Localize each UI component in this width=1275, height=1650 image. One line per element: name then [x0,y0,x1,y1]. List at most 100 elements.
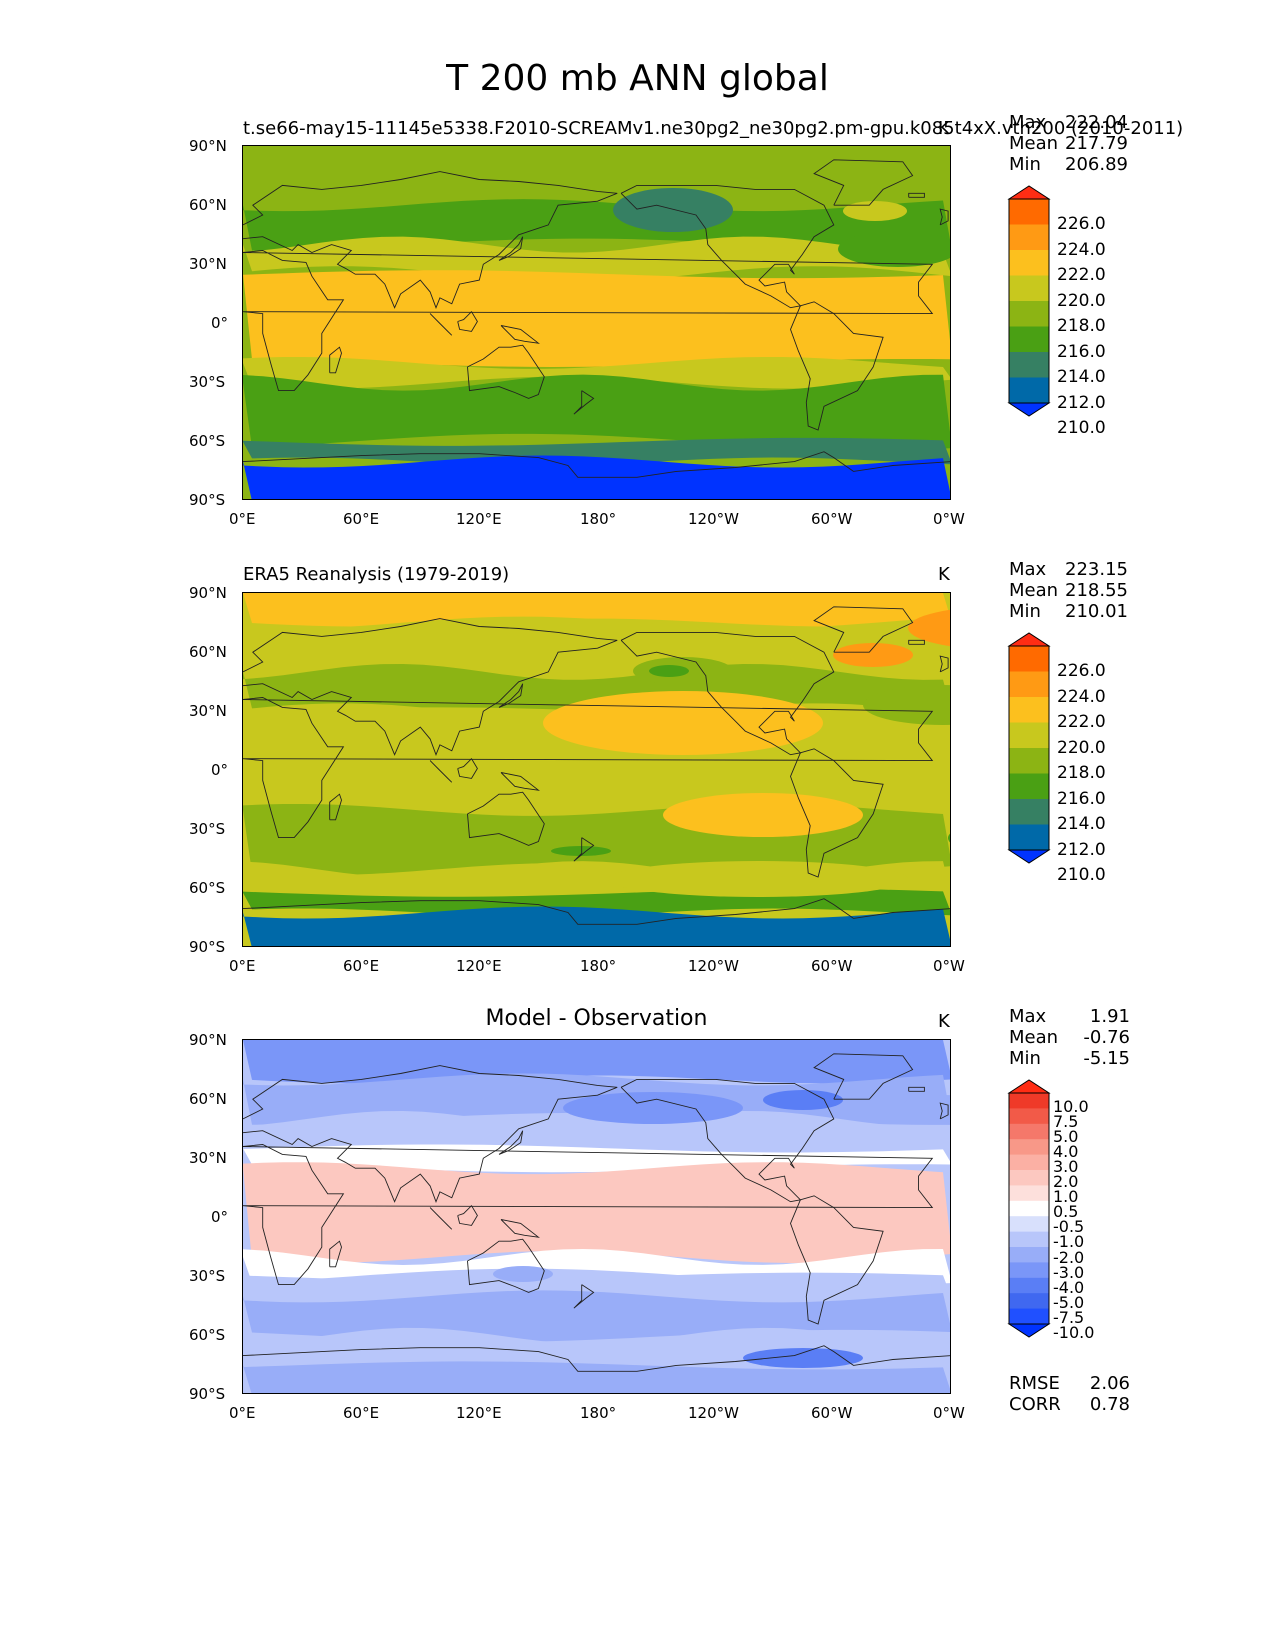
coastline-segment [790,1195,884,1325]
colorbar-segment [1009,1262,1049,1279]
p3-ytick-0: 0° [211,1208,229,1226]
p2-min-value: 210.01 [1065,601,1128,622]
panel3-coastlines [243,1053,950,1372]
panel1-field [243,146,950,499]
panel3-blob-siberia [563,1092,743,1124]
colorbar-segment [1009,1154,1049,1171]
p3-ytick-30n: 30°N [189,1149,227,1167]
panel2-blob-southern-ring [608,861,908,897]
colorbar-extend-max [1007,1079,1051,1094]
panel2-blob-arctic [908,609,950,647]
p3-cb-label: 5.0 [1053,1127,1079,1147]
p3-xtick-0w: 0°W [933,1404,965,1422]
panel1-band-5 [243,374,950,450]
colorbar-segment [1009,326,1049,353]
panel2-blob-south-indian [551,846,611,856]
p3-cb-label: -4.0 [1053,1277,1085,1297]
colorbar-frame [1008,1092,1050,1325]
p2-cb-label-226: 226.0 [1057,661,1106,681]
p2-xtick-0w: 0°W [933,957,965,975]
colorbar-frame [1008,645,1050,851]
p3-xtick-120e: 120°E [456,1404,502,1422]
coastline-segment [813,1053,914,1100]
panel1-blob-bering [843,201,907,221]
p3-cb-label: -1.0 [1053,1232,1085,1252]
p3-cb-label: -7.5 [1053,1307,1085,1327]
panel1-units: K [938,118,950,139]
p3-ytick-60s: 60°S [189,1326,226,1344]
p2-xtick-120e: 120°E [456,957,502,975]
panel1-blob-pacific [838,231,950,267]
coastline-segment [467,791,545,846]
colorbar-segment [1009,1293,1049,1310]
p1-cb-label-222: 222.0 [1057,265,1106,285]
panel3-units: K [938,1011,950,1032]
panel1-band-0 [243,146,950,210]
coastline-segment [329,793,342,821]
colorbar-segment [1009,1308,1049,1325]
p3-cb-label: 0.5 [1053,1202,1079,1222]
panel2-blob-tropical [543,691,823,755]
panel3-band-0 [243,1040,950,1084]
p2-cb-label-224: 224.0 [1057,687,1106,707]
panel1-blob-siberia [613,188,733,232]
colorbar-segment [1009,748,1049,774]
coastline-segment [243,1086,618,1203]
panel1-band-4 [243,356,950,389]
p1-cb-label-212: 212.0 [1057,393,1106,413]
coastline-segment [573,1284,595,1309]
coastline-segment [329,346,342,374]
p3-ytick-90s: 90°S [189,1385,226,1403]
p1-cb-label-220: 220.0 [1057,291,1106,311]
panel1-map [242,145,951,500]
panel2-title: ERA5 Reanalysis (1979-2019) [243,564,510,585]
coastline-segment [498,683,524,708]
colorbar-segment [1009,1277,1049,1294]
p3-xtick-180: 180° [580,1404,617,1422]
panel3-band-9 [243,1361,950,1393]
coastline-segment [243,697,934,839]
p3-cb-label: 2.0 [1053,1172,1079,1192]
p3-cb-label: 3.0 [1053,1157,1079,1177]
p3-min-value: -5.15 [1083,1048,1130,1069]
coastline-segment [467,1238,545,1293]
coastline-segment [813,159,914,206]
colorbar-segment [1009,646,1049,672]
p1-cb-label-214: 214.0 [1057,367,1106,387]
p3-cb-label: 10.0 [1053,1097,1089,1116]
p2-cb-label-216: 216.0 [1057,789,1106,809]
p1-cb-label-226: 226.0 [1057,214,1106,234]
p1-cb-label-216: 216.0 [1057,342,1106,362]
p1-ytick-90n: 90°N [189,137,227,155]
panel2-blob-bering [833,643,913,667]
colorbar-segment [1009,799,1049,825]
p1-xtick-0w: 0°W [933,510,965,528]
p2-cb-label-218: 218.0 [1057,763,1106,783]
p2-mean-value: 218.55 [1065,580,1128,601]
p3-mean-value: -0.76 [1083,1027,1130,1048]
coastline-segment [908,1086,925,1092]
p3-colorbar [1007,1079,1051,1338]
p3-xtick-60w: 60°W [811,1404,853,1422]
p1-mean-value: 217.79 [1065,133,1128,154]
coastline-segment [243,898,950,925]
p3-xtick-60e: 60°E [343,1404,380,1422]
p1-xtick-0e: 0°E [229,510,256,528]
colorbar-extend-min [1007,849,1051,864]
p1-xtick-60e: 60°E [343,510,380,528]
colorbar-segment [1009,1093,1049,1109]
p1-ytick-30n: 30°N [189,255,227,273]
coastline-segment [500,1219,540,1238]
colorbar-segment [1009,671,1049,698]
p3-cb-label: -5.0 [1053,1292,1085,1312]
colorbar-extend-min [1007,1323,1051,1338]
p3-rmse-label: RMSE [1009,1373,1060,1394]
p1-cb-label-218: 218.0 [1057,316,1106,336]
coastline-segment [243,1065,618,1120]
panel2-field [243,593,950,946]
p2-ytick-30s: 30°S [189,820,226,838]
p1-min-label: Min [1009,154,1041,175]
panel1-band-6 [243,437,950,466]
colorbar-segment [1009,697,1049,723]
coastline-segment [243,451,950,478]
